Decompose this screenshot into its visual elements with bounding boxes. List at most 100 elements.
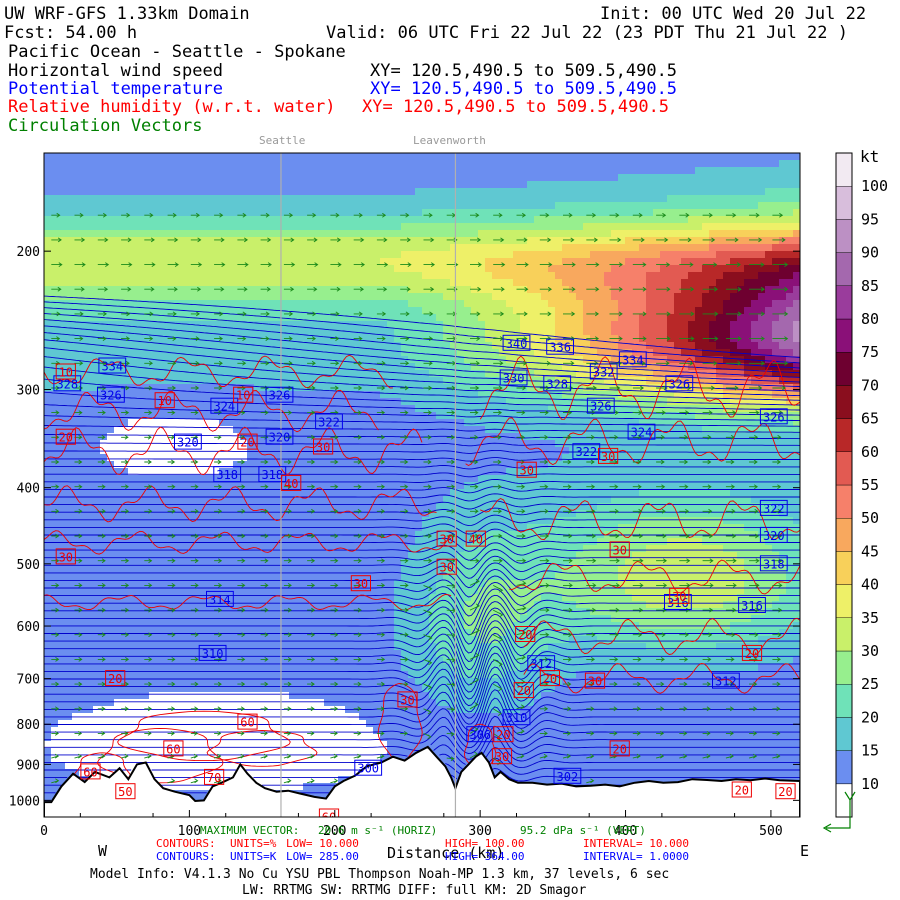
- wind-cell: [366, 496, 374, 504]
- wind-cell: [247, 244, 255, 252]
- wind-cell: [212, 195, 220, 203]
- wind-cell: [100, 601, 108, 609]
- wind-cell: [51, 461, 59, 469]
- wind-cell: [65, 279, 73, 287]
- wind-cell: [128, 489, 136, 497]
- wind-cell: [121, 370, 129, 378]
- wind-cell: [282, 692, 290, 700]
- wind-cell: [254, 433, 262, 441]
- wind-cell: [72, 664, 80, 672]
- wind-cell: [44, 552, 52, 560]
- wind-cell: [373, 678, 381, 686]
- wind-cell: [268, 699, 276, 707]
- wind-cell: [58, 517, 66, 525]
- wind-cell: [191, 727, 199, 735]
- wind-cell: [205, 510, 213, 518]
- wind-cell: [359, 454, 367, 462]
- wind-cell: [100, 419, 108, 427]
- wind-cell: [310, 657, 318, 665]
- wind-cell: [275, 559, 283, 567]
- wind-cell: [317, 790, 325, 798]
- wind-cell: [219, 482, 227, 490]
- wind-cell: [254, 447, 262, 455]
- wind-cell: [79, 230, 87, 238]
- wind-cell: [366, 216, 374, 224]
- wind-cell: [86, 580, 94, 588]
- wind-cell: [373, 503, 381, 511]
- wind-cell: [142, 601, 150, 609]
- wind-cell: [142, 720, 150, 728]
- wind-cell: [247, 321, 255, 329]
- wind-cell: [219, 223, 227, 231]
- wind-cell: [345, 153, 353, 161]
- wind-cell: [58, 489, 66, 497]
- wind-cell: [233, 412, 241, 420]
- wind-cell: [156, 720, 164, 728]
- wind-cell: [72, 587, 80, 595]
- wind-cell: [65, 174, 73, 182]
- wind-cell: [86, 153, 94, 161]
- wind-cell: [366, 678, 374, 686]
- wind-cell: [303, 657, 311, 665]
- wind-cell: [247, 545, 255, 553]
- wind-cell: [282, 405, 290, 413]
- wind-cell: [212, 230, 220, 238]
- wind-cell: [247, 293, 255, 301]
- wind-cell: [58, 195, 66, 203]
- wind-cell: [366, 398, 374, 406]
- wind-cell: [317, 335, 325, 343]
- wind-cell: [373, 636, 381, 644]
- wind-cell: [198, 419, 206, 427]
- wind-cell: [261, 433, 269, 441]
- wind-cell: [226, 727, 234, 735]
- wind-cell: [289, 272, 297, 280]
- wind-cell: [338, 195, 346, 203]
- wind-cell: [191, 454, 199, 462]
- wind-cell: [268, 314, 276, 322]
- wind-cell: [114, 538, 122, 546]
- wind-cell: [86, 769, 94, 777]
- wind-cell: [401, 496, 409, 504]
- wind-cell: [289, 328, 297, 336]
- wind-cell: [121, 580, 129, 588]
- wind-cell: [401, 482, 409, 490]
- wind-cell: [254, 664, 262, 672]
- wind-cell: [121, 412, 129, 420]
- wind-cell: [142, 244, 150, 252]
- wind-cell: [233, 594, 241, 602]
- wind-cell: [275, 237, 283, 245]
- wind-cell: [184, 209, 192, 217]
- wind-cell: [51, 678, 59, 686]
- wind-cell: [65, 363, 73, 371]
- wind-cell: [345, 664, 353, 672]
- wind-cell: [226, 566, 234, 574]
- wind-cell: [261, 468, 269, 476]
- wind-cell: [331, 314, 339, 322]
- wind-cell: [226, 433, 234, 441]
- wind-cell: [156, 671, 164, 679]
- wind-cell: [338, 412, 346, 420]
- wind-cell: [184, 734, 192, 742]
- wind-cell: [72, 650, 80, 658]
- wind-cell: [380, 489, 388, 497]
- wind-cell: [184, 748, 192, 756]
- wind-cell: [387, 580, 395, 588]
- wind-cell: [114, 244, 122, 252]
- wind-cell: [128, 181, 136, 189]
- wind-cell: [331, 496, 339, 504]
- wind-cell: [282, 762, 290, 770]
- wind-cell: [275, 251, 283, 259]
- wind-cell: [142, 454, 150, 462]
- wind-cell: [310, 461, 318, 469]
- wind-cell: [373, 398, 381, 406]
- wind-cell: [310, 650, 318, 658]
- wind-cell: [289, 503, 297, 511]
- wind-cell: [100, 734, 108, 742]
- wind-cell: [100, 216, 108, 224]
- wind-cell: [212, 279, 220, 287]
- wind-cell: [44, 496, 52, 504]
- wind-cell: [401, 160, 409, 168]
- wind-cell: [261, 475, 269, 483]
- wind-cell: [177, 265, 185, 273]
- field-name-vectors: Circulation Vectors: [8, 116, 202, 136]
